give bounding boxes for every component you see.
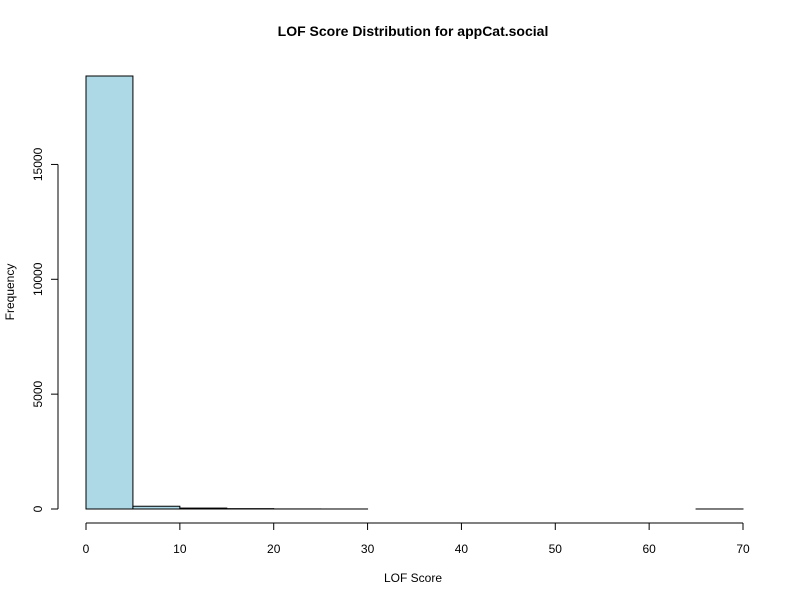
bars-group — [86, 76, 743, 509]
y-tick-label: 10000 — [31, 262, 45, 296]
y-axis: 0 5000 10000 15000 — [31, 147, 58, 512]
x-tick-label: 30 — [361, 542, 375, 556]
x-tick-label: 10 — [173, 542, 187, 556]
histogram-bar — [133, 506, 180, 509]
x-tick-label: 60 — [642, 542, 656, 556]
y-tick-label: 0 — [31, 505, 45, 512]
histogram-bar — [86, 76, 133, 509]
chart-title: LOF Score Distribution for appCat.social — [278, 23, 549, 39]
x-tick-label: 40 — [455, 542, 469, 556]
y-axis-label: Frequency — [3, 264, 17, 321]
x-tick-label: 20 — [267, 542, 281, 556]
x-tick-label: 0 — [83, 542, 90, 556]
x-tick-label: 70 — [736, 542, 750, 556]
x-tick-label: 50 — [549, 542, 563, 556]
x-axis: 0 10 20 30 40 50 60 70 — [83, 523, 750, 556]
y-tick-label: 15000 — [31, 147, 45, 181]
histogram-bar — [180, 508, 227, 509]
x-axis-label: LOF Score — [384, 571, 442, 585]
y-tick-label: 5000 — [31, 380, 45, 407]
